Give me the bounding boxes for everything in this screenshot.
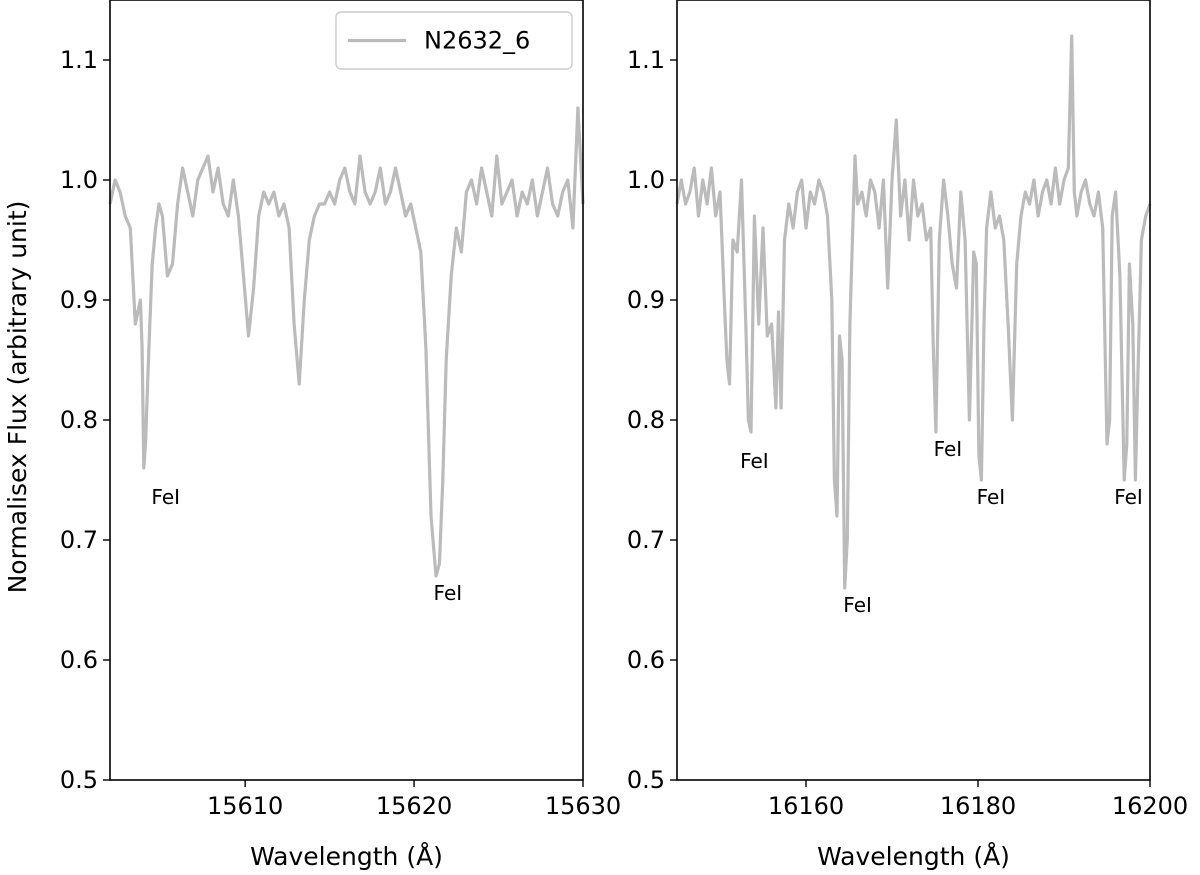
x-tick-label: 16180 xyxy=(940,792,1016,820)
y-tick-label: 1.1 xyxy=(627,46,665,74)
x-axis-label: Wavelength (Å) xyxy=(250,842,443,871)
plot-frame xyxy=(109,0,584,781)
x-tick-label: 15610 xyxy=(207,792,283,820)
line-annotation: FeI xyxy=(934,437,963,461)
line-annotation: FeI xyxy=(1114,485,1143,509)
y-tick-label: 0.8 xyxy=(60,406,98,434)
spectrum-line xyxy=(108,106,585,578)
y-tick-label: 1.1 xyxy=(60,46,98,74)
y-tick-label: 0.7 xyxy=(60,526,98,554)
right-panel: 0.5 0.6 0.7 0.8 0.9 1.0 1.1 16160 16180 16200 Wave… xyxy=(627,0,1188,871)
x-tick-label: 16200 xyxy=(1112,792,1188,820)
left-panel: 0.5 0.6 0.7 0.8 0.9 1.0 1.1 15610 15620 15630 Wave… xyxy=(60,0,621,871)
x-tick-label: 15620 xyxy=(376,792,452,820)
x-tick-label: 15630 xyxy=(545,792,621,820)
y-tick-label: 0.8 xyxy=(627,406,665,434)
y-tick-label: 0.9 xyxy=(60,286,98,314)
y-tick-label: 1.0 xyxy=(627,166,665,194)
y-tick-label: 0.5 xyxy=(627,766,665,794)
line-annotation: FeI xyxy=(740,449,769,473)
line-annotation: FeI xyxy=(843,593,872,617)
spectrum-line xyxy=(675,34,1152,590)
legend-box xyxy=(335,11,573,70)
x-tick-label: 16160 xyxy=(768,792,844,820)
y-tick-label: 0.6 xyxy=(627,646,665,674)
y-tick-label: 0.9 xyxy=(627,286,665,314)
line-annotation: FeI xyxy=(151,485,180,509)
plot-frame xyxy=(676,0,1151,781)
legend-label: N2632_6 xyxy=(424,27,530,55)
y-tick-label: 1.0 xyxy=(60,166,98,194)
y-tick-label: 0.7 xyxy=(627,526,665,554)
y-axis-label: Normalisex Flux (arbitrary unit) xyxy=(3,201,32,594)
legend: N2632_6 xyxy=(335,11,573,70)
line-annotation: FeI xyxy=(977,485,1006,509)
x-axis-label: Wavelength (Å) xyxy=(817,842,1010,871)
y-tick-label: 0.5 xyxy=(60,766,98,794)
y-tick-label: 0.6 xyxy=(60,646,98,674)
line-annotation: FeI xyxy=(434,581,463,605)
